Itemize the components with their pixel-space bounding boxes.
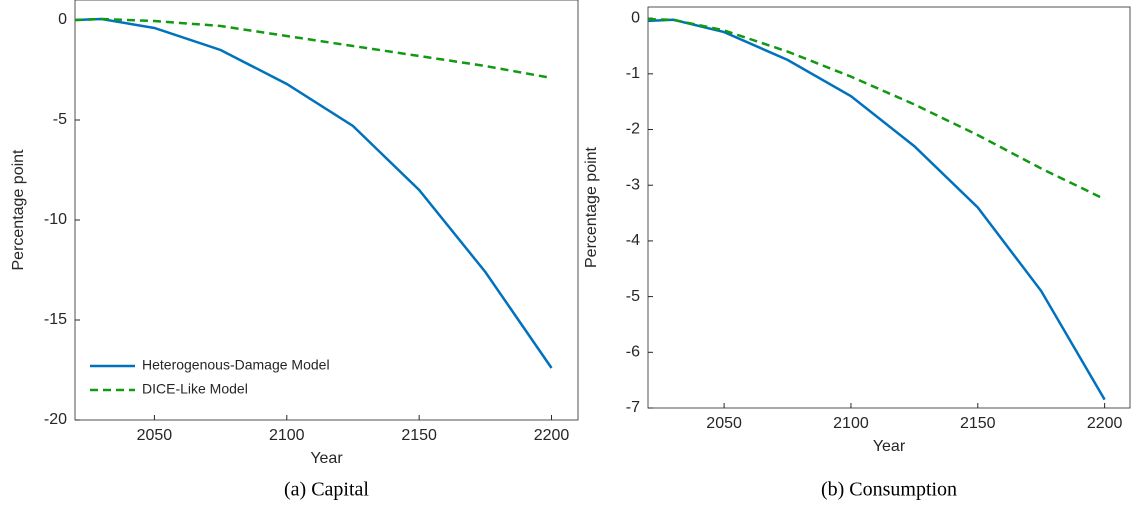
- y-tick-label: -5: [626, 288, 640, 305]
- x-axis-label: Year: [310, 450, 343, 467]
- x-tick-label: 2100: [269, 427, 305, 444]
- line-series: [74, 17, 552, 80]
- y-tick-label: -3: [626, 176, 640, 193]
- y-tick-label: -6: [626, 344, 640, 361]
- y-tick-label: -20: [44, 411, 67, 428]
- x-tick-label: 2200: [1087, 415, 1123, 432]
- x-tick-label: 2050: [137, 427, 173, 444]
- legend-label: Heterogenous-Damage Model: [142, 357, 330, 373]
- y-tick-label: 0: [58, 11, 67, 28]
- plot-area: [647, 6, 1131, 409]
- plot-area: [74, 0, 579, 421]
- y-tick-label: 0: [631, 9, 640, 26]
- y-tick-label: -1: [626, 65, 640, 82]
- caption: (b) Consumption: [821, 479, 957, 501]
- x-axis-label: Year: [873, 438, 906, 455]
- line-series: [74, 17, 553, 369]
- x-tick-label: 2200: [534, 427, 570, 444]
- x-tick-label: 2150: [960, 415, 996, 432]
- caption: (a) Capital: [284, 479, 369, 501]
- y-tick-label: -15: [44, 311, 67, 328]
- y-axis-label: Percentage point: [583, 146, 600, 268]
- y-tick-label: -2: [626, 121, 640, 138]
- y-tick-label: -5: [53, 111, 67, 128]
- x-tick-label: 2150: [401, 427, 437, 444]
- legend-label: DICE-Like Model: [142, 381, 248, 397]
- y-tick-label: -4: [626, 232, 640, 249]
- y-tick-label: -10: [44, 211, 67, 228]
- x-tick-label: 2100: [833, 415, 869, 432]
- y-tick-label: -7: [626, 399, 640, 416]
- line-series: [647, 18, 1106, 201]
- x-tick-label: 2050: [706, 415, 742, 432]
- y-axis-label: Percentage point: [10, 149, 27, 271]
